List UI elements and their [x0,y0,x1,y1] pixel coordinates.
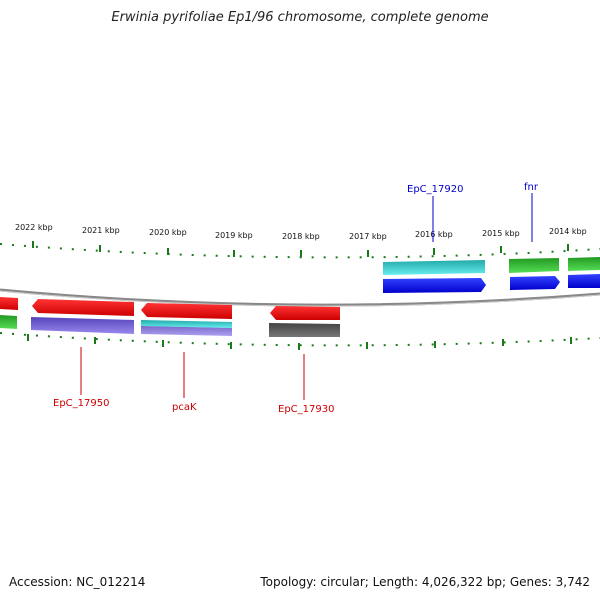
kbp-label: 2019 kbp [215,231,253,240]
cds-reverse[interactable] [0,297,18,310]
accession-text: Accession: NC_012214 [9,575,146,589]
cds-forward-EpC_17920[interactable] [383,278,486,293]
gene-label-fnr[interactable]: fnr [524,182,539,193]
genome-backbone [0,288,600,307]
kbp-label: 2022 kbp [15,223,53,232]
kbp-label: 2014 kbp [549,227,587,236]
kbp-label: 2017 kbp [349,232,387,241]
outer-ruler [0,243,600,259]
topology-info-text: Topology: circular; Length: 4,026,322 bp… [260,575,590,589]
cog-block-cyan [383,260,485,275]
cog-block-purple [141,326,232,336]
kbp-label: 2021 kbp [82,226,120,235]
cds-reverse-pcaK[interactable] [141,303,232,319]
cds-reverse-EpC_17930[interactable] [270,306,340,320]
kbp-label: 2015 kbp [482,229,520,238]
map-title: Erwinia pyrifoliae Ep1/96 chromosome, co… [111,10,489,25]
cog-block-green [568,257,600,271]
cds-forward[interactable] [568,274,600,288]
inner-major-ticks [27,334,572,350]
gene-label-EpC_17950[interactable]: EpC_17950 [53,398,109,409]
gene-label-EpC_17920[interactable]: EpC_17920 [407,184,463,195]
kbp-labels: 2022 kbp 2021 kbp 2020 kbp 2019 kbp 2018… [15,223,587,241]
kbp-label: 2016 kbp [415,230,453,239]
kbp-label: 2018 kbp [282,232,320,241]
cds-reverse-EpC_17950[interactable] [32,299,134,316]
cds-forward-fnr[interactable] [510,276,560,290]
gene-label-pcaK[interactable]: pcaK [172,402,197,413]
cog-block-gray [269,323,340,337]
kbp-label: 2020 kbp [149,228,187,237]
cog-block-purple [31,317,134,334]
gene-label-EpC_17930[interactable]: EpC_17930 [278,404,334,415]
cog-block-cyan [141,320,232,328]
outer-major-ticks [32,241,569,257]
cog-block-green [0,315,17,329]
cog-block-green [509,258,559,273]
